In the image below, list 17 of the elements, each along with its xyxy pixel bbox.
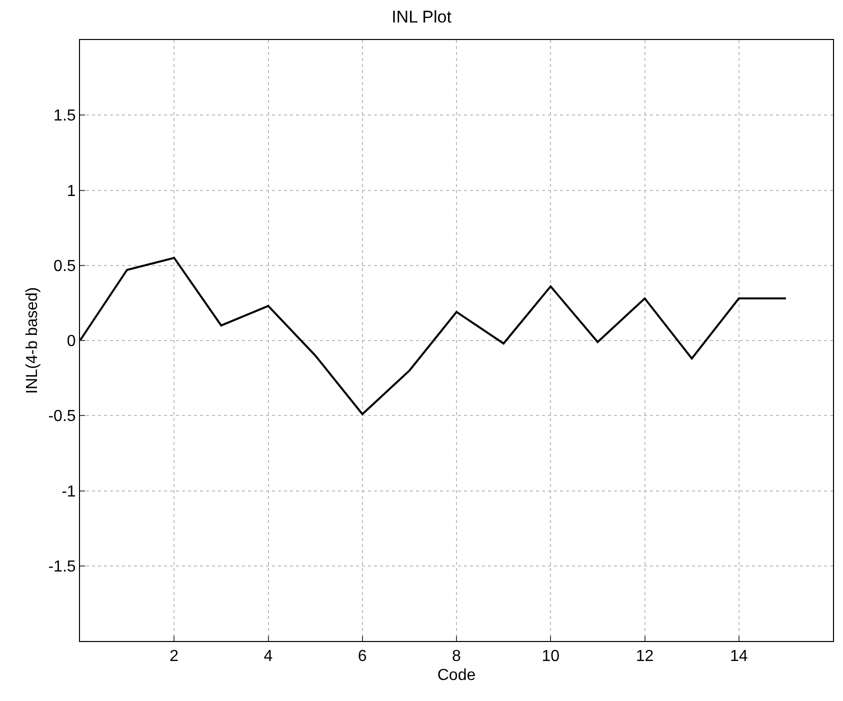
y-tick-label: 0.5 [54, 258, 76, 275]
x-tick-label: 4 [264, 648, 273, 666]
chart-title: INL Plot [392, 7, 452, 26]
y-tick-label: -1.5 [48, 558, 76, 576]
y-tick-label: 0 [66, 333, 76, 350]
y-tick-label: -1 [62, 483, 76, 500]
y-tick-label: 1.5 [54, 108, 76, 125]
x-axis-title: Code [437, 666, 476, 684]
x-tick-label: 10 [542, 648, 560, 666]
x-tick-label: 2 [170, 648, 179, 666]
y-axis-title: INL(4-b based) [24, 287, 42, 394]
x-tick-label: 12 [636, 648, 654, 666]
y-tick-label: -0.5 [48, 408, 76, 426]
x-tick-label: 8 [452, 648, 462, 666]
x-tick-label: 14 [730, 648, 748, 666]
y-tick-label: 1 [66, 182, 76, 200]
x-tick-label: 6 [358, 648, 367, 666]
